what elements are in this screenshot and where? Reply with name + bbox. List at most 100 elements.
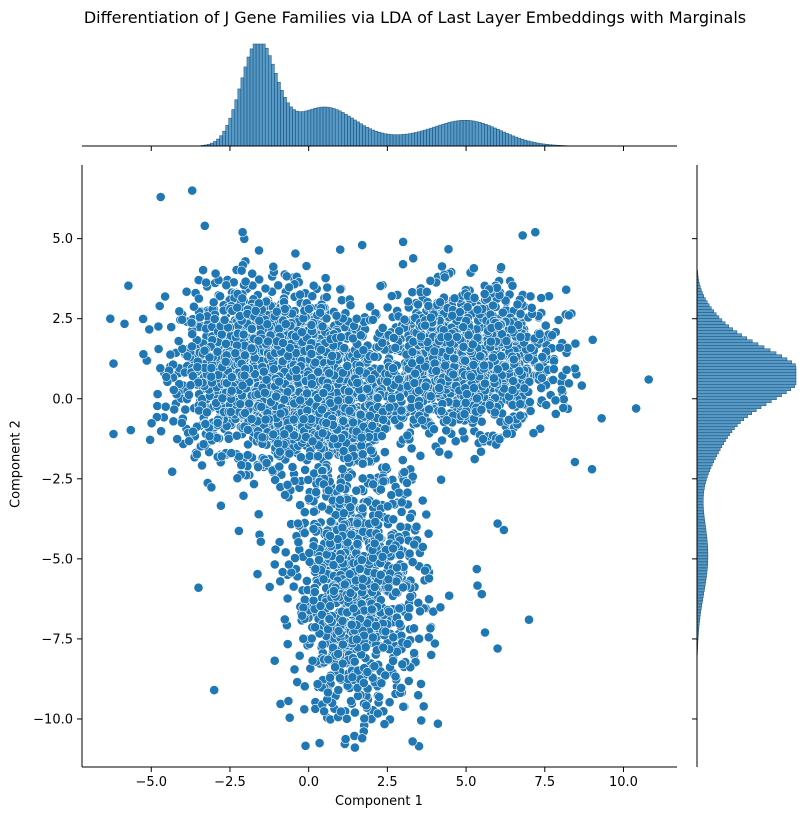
scatter-point <box>288 414 299 425</box>
scatter-point <box>212 346 223 357</box>
x-histogram-bar <box>471 120 476 147</box>
x-histogram-bar <box>280 90 284 147</box>
x-histogram-bar <box>514 136 519 147</box>
scatter-point <box>425 391 436 402</box>
y-histogram-bar <box>696 354 782 358</box>
scatter-point <box>496 262 506 273</box>
scatter-point <box>284 282 294 293</box>
y-marginal-histogram <box>696 270 797 656</box>
scatter-point <box>279 614 290 625</box>
scatter-point <box>441 415 452 426</box>
scatter-point <box>198 265 208 275</box>
scatter-point <box>225 406 236 417</box>
y-histogram-bar <box>696 522 706 527</box>
x-histogram-bar <box>295 110 299 147</box>
y-histogram-bar <box>696 324 729 328</box>
scatter-point <box>264 582 275 592</box>
scatter-point <box>160 291 170 302</box>
scatter-point <box>396 506 407 517</box>
scatter-point <box>306 320 317 330</box>
scatter-plot-area <box>105 185 654 753</box>
scatter-point <box>514 365 525 376</box>
y-histogram-bar <box>696 318 723 322</box>
scatter-point <box>413 690 424 701</box>
scatter-point <box>324 368 335 379</box>
scatter-point <box>515 308 526 319</box>
scatter-point <box>413 299 423 310</box>
y-histogram-bar <box>696 417 745 422</box>
y-histogram-bar <box>696 591 704 596</box>
scatter-point <box>366 373 377 384</box>
scatter-point <box>232 473 243 484</box>
scatter-point <box>166 322 177 332</box>
x-histogram-bar <box>341 112 345 147</box>
scatter-point <box>415 450 426 461</box>
y-histogram-bar <box>696 381 797 385</box>
y-histogram-bar <box>696 582 706 587</box>
x-histogram-bar <box>496 129 500 147</box>
scatter-point <box>550 408 561 419</box>
x-histogram-bar <box>234 99 239 147</box>
y-histogram-bar <box>696 360 792 364</box>
y-histogram-bar <box>696 435 728 440</box>
y-histogram-bar <box>696 471 709 476</box>
x-histogram-bar <box>356 121 360 147</box>
scatter-point <box>220 356 231 367</box>
x-histogram-bar <box>453 120 458 147</box>
scatter-point <box>240 276 251 287</box>
y-histogram-bar <box>696 477 707 482</box>
scatter-point <box>528 428 539 438</box>
x-histogram-bar <box>511 135 516 147</box>
scatter-point <box>221 280 232 291</box>
scatter-point <box>282 593 293 604</box>
scatter-point <box>160 401 171 412</box>
x-histogram-bar <box>481 123 485 147</box>
scatter-point <box>318 388 329 398</box>
scatter-point <box>278 338 288 348</box>
y-histogram-bar <box>696 528 707 533</box>
x-histogram-bar <box>529 141 534 147</box>
scatter-point <box>283 350 294 361</box>
scatter-point <box>333 395 344 406</box>
x-histogram-bar <box>423 129 427 147</box>
y-histogram-bar <box>696 606 702 611</box>
y-histogram-bar <box>696 303 710 307</box>
x-histogram-bar <box>411 132 415 147</box>
scatter-point <box>534 362 545 373</box>
y-histogram-bar <box>696 450 719 455</box>
scatter-point <box>237 293 248 304</box>
scatter-point <box>466 371 476 382</box>
x-marginal-histogram <box>201 43 567 147</box>
scatter-point <box>420 320 430 331</box>
scatter-point <box>187 329 198 339</box>
x-histogram-bar <box>246 56 251 147</box>
x-histogram-bar <box>490 126 494 147</box>
scatter-point <box>421 509 432 520</box>
x-histogram-bar <box>328 107 333 147</box>
y-histogram-bar <box>696 594 704 599</box>
x-histogram-bar <box>383 133 388 147</box>
scatter-point <box>548 364 559 374</box>
x-histogram-bar <box>447 122 452 147</box>
x-histogram-bar <box>347 115 351 147</box>
x-histogram-bar <box>395 134 400 147</box>
scatter-point <box>322 282 333 293</box>
scatter-point <box>416 331 426 342</box>
scatter-point <box>508 376 519 386</box>
scatter-point <box>316 344 327 355</box>
scatter-point <box>146 418 157 429</box>
scatter-point <box>435 297 445 308</box>
scatter-point <box>365 445 376 456</box>
scatter-point <box>185 380 196 391</box>
scatter-point <box>180 404 191 415</box>
x-histogram-bar <box>289 106 293 147</box>
scatter-point <box>343 394 354 405</box>
scatter-point <box>558 402 569 413</box>
scatter-point <box>186 317 197 328</box>
scatter-point <box>395 392 405 403</box>
scatter-point <box>268 261 279 272</box>
scatter-point <box>161 371 172 382</box>
scatter-point <box>268 364 279 374</box>
scatter-point <box>238 329 249 340</box>
